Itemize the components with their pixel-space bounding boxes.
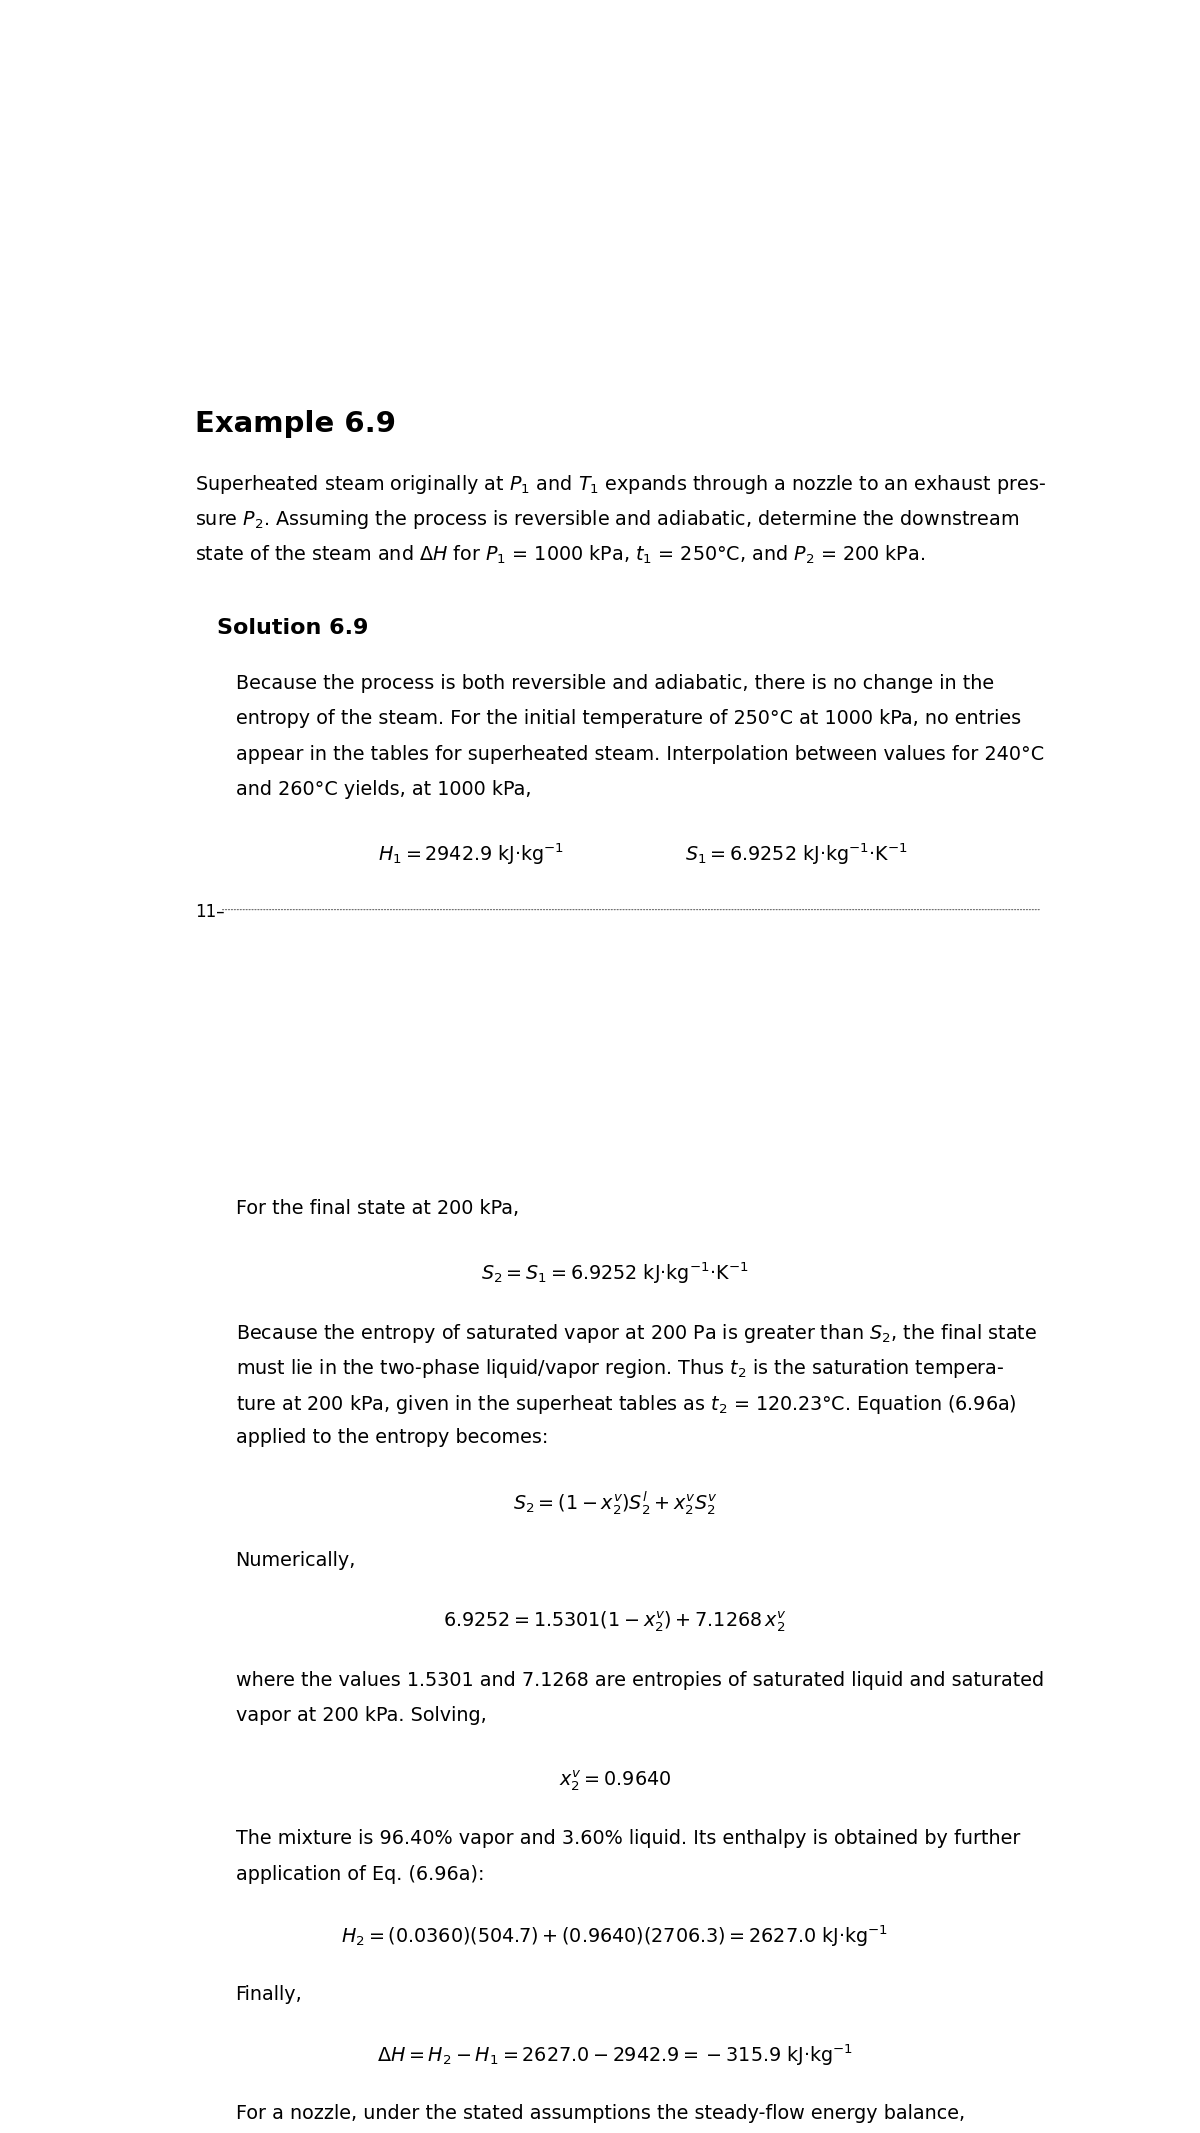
Text: where the values 1.5301 and 7.1268 are entropies of saturated liquid and saturat: where the values 1.5301 and 7.1268 are e… [235,1670,1044,1689]
Text: $S_2 = S_1 = 6.9252$ kJ·kg$^{-1}$·K$^{-1}$: $S_2 = S_1 = 6.9252$ kJ·kg$^{-1}$·K$^{-1… [481,1261,749,1286]
Text: $H_2 = (0.0360)(504.7) + (0.9640)(2706.3) = 2627.0$ kJ·kg$^{-1}$: $H_2 = (0.0360)(504.7) + (0.9640)(2706.3… [341,1924,889,1950]
Text: Solution 6.9: Solution 6.9 [217,619,368,638]
Text: For the final state at 200 kPa,: For the final state at 200 kPa, [235,1199,518,1218]
Text: For a nozzle, under the stated assumptions the steady-flow energy balance,: For a nozzle, under the stated assumptio… [235,2105,965,2124]
Text: The mixture is 96.40% vapor and 3.60% liquid. Its enthalpy is obtained by furthe: The mixture is 96.40% vapor and 3.60% li… [235,1830,1020,1849]
Text: 11–: 11– [194,902,224,921]
Text: vapor at 200 kPa. Solving,: vapor at 200 kPa. Solving, [235,1706,486,1726]
Text: state of the steam and $\Delta H$ for $P_1$ = 1000 kPa, $t_1$ = 250°C, and $P_2$: state of the steam and $\Delta H$ for $P… [194,544,925,565]
Text: applied to the entropy becomes:: applied to the entropy becomes: [235,1427,548,1446]
Text: appear in the tables for superheated steam. Interpolation between values for 240: appear in the tables for superheated ste… [235,744,1044,764]
Text: $x_2^v = 0.9640$: $x_2^v = 0.9640$ [559,1768,671,1792]
Text: and 260°C yields, at 1000 kPa,: and 260°C yields, at 1000 kPa, [235,781,532,800]
Text: ture at 200 kPa, given in the superheat tables as $t_2$ = 120.23°C. Equation (6.: ture at 200 kPa, given in the superheat … [235,1393,1016,1416]
Text: Superheated steam originally at $P_1$ and $T_1$ expands through a nozzle to an e: Superheated steam originally at $P_1$ an… [194,474,1045,495]
Text: $S_2 = (1 - x_2^v)S_2^l + x_2^v S_2^v$: $S_2 = (1 - x_2^v)S_2^l + x_2^v S_2^v$ [512,1489,718,1517]
Text: must lie in the two-phase liquid/vapor region. Thus $t_2$ is the saturation temp: must lie in the two-phase liquid/vapor r… [235,1357,1004,1380]
Text: application of Eq. (6.96a):: application of Eq. (6.96a): [235,1864,484,1883]
Text: entropy of the steam. For the initial temperature of 250°C at 1000 kPa, no entri: entropy of the steam. For the initial te… [235,710,1021,727]
Text: $\Delta H = H_2 - H_1 = 2627.0 - 2942.9 = -315.9$ kJ·kg$^{-1}$: $\Delta H = H_2 - H_1 = 2627.0 - 2942.9 … [377,2043,853,2069]
Text: Finally,: Finally, [235,1984,302,2003]
Text: $H_1 = 2942.9$ kJ·kg$^{-1}$: $H_1 = 2942.9$ kJ·kg$^{-1}$ [378,843,564,866]
Text: Because the process is both reversible and adiabatic, there is no change in the: Because the process is both reversible a… [235,674,994,693]
Text: $S_1 = 6.9252$ kJ·kg$^{-1}$·K$^{-1}$: $S_1 = 6.9252$ kJ·kg$^{-1}$·K$^{-1}$ [685,843,908,866]
Text: Numerically,: Numerically, [235,1551,356,1570]
Text: sure $P_2$. Assuming the process is reversible and adiabatic, determine the down: sure $P_2$. Assuming the process is reve… [194,508,1019,531]
Text: Because the entropy of saturated vapor at 200 Pa is greater than $S_2$, the fina: Because the entropy of saturated vapor a… [235,1322,1037,1346]
Text: $6.9252 = 1.5301(1 - x_2^v) + 7.1268\,x_2^v$: $6.9252 = 1.5301(1 - x_2^v) + 7.1268\,x_… [443,1608,787,1634]
Text: Example 6.9: Example 6.9 [194,410,396,439]
